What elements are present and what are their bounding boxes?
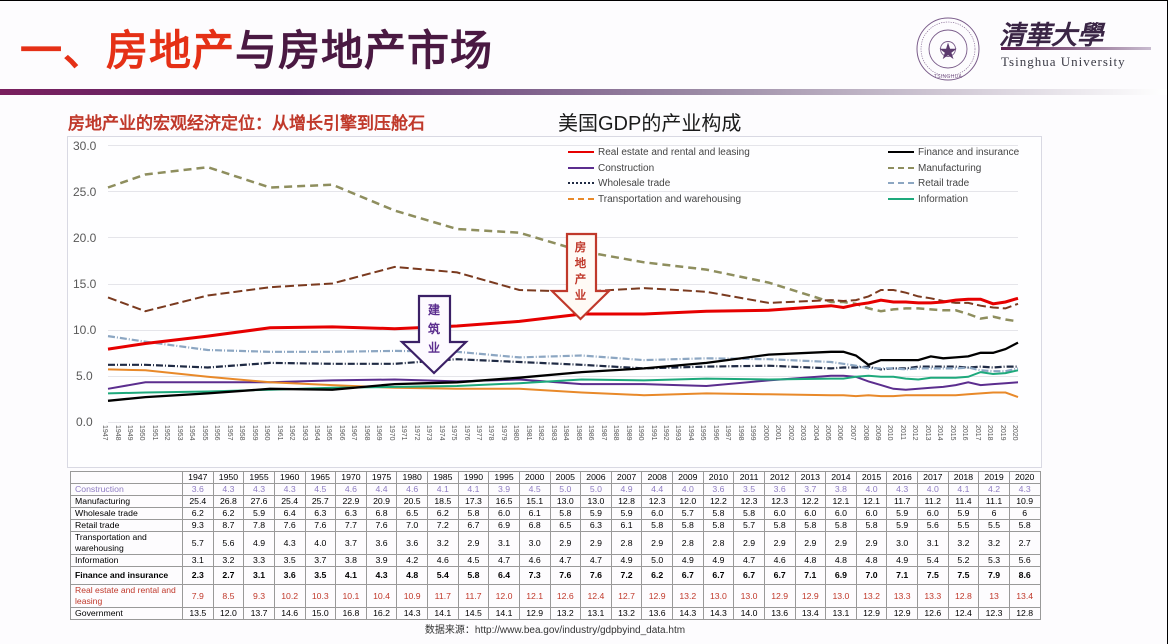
svg-text:TSINGHUA: TSINGHUA <box>934 74 963 80</box>
svg-text:建: 建 <box>427 302 441 317</box>
svg-text:业: 业 <box>575 288 587 302</box>
svg-text:产: 产 <box>575 272 587 286</box>
svg-text:业: 业 <box>428 340 440 355</box>
svg-text:筑: 筑 <box>428 321 440 336</box>
svg-text:地: 地 <box>575 256 587 270</box>
svg-text:房: 房 <box>575 240 587 254</box>
